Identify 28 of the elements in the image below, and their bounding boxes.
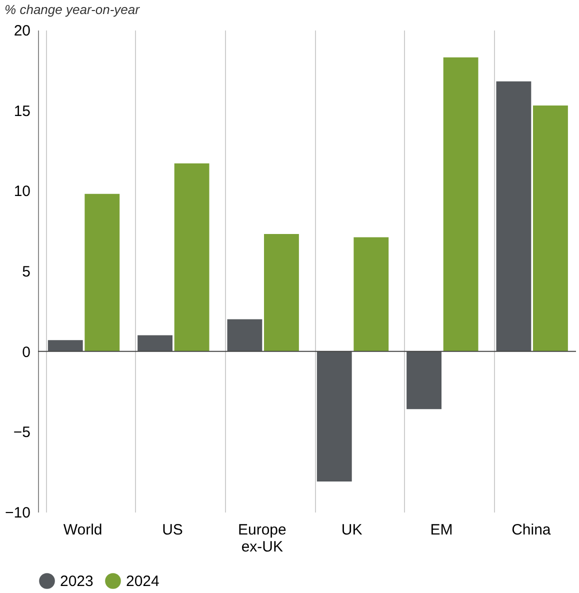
- legend-label: 2023: [60, 573, 94, 590]
- bar: [227, 319, 262, 352]
- bar: [533, 106, 568, 352]
- bar: [48, 340, 83, 352]
- y-tick-label: 10: [14, 183, 30, 200]
- x-tick-label: EM: [430, 522, 453, 538]
- bar: [174, 163, 210, 352]
- y-tick-label: −10: [5, 504, 30, 522]
- y-tick-label: −5: [13, 424, 30, 442]
- bar: [138, 335, 172, 352]
- y-tick-label: 20: [14, 22, 30, 40]
- y-tick-label: 0: [22, 344, 30, 361]
- x-tick-label: UK: [341, 522, 362, 538]
- bar: [264, 234, 299, 352]
- bar: [316, 351, 352, 482]
- y-tick-label: 5: [22, 264, 30, 280]
- y-tick-label: 15: [14, 102, 30, 120]
- x-tick-label: China: [512, 522, 552, 538]
- bar: [443, 57, 478, 352]
- bar: [84, 194, 120, 352]
- y-axis-title: % change year-on-year: [4, 2, 140, 17]
- x-tick-label: US: [162, 522, 183, 538]
- bar: [406, 351, 442, 410]
- bar: [496, 81, 532, 352]
- x-tick-label: Europe ex-UK: [238, 522, 286, 556]
- legend-label: 2024: [126, 573, 160, 590]
- x-tick-label: World: [63, 522, 102, 538]
- bar: [354, 237, 389, 352]
